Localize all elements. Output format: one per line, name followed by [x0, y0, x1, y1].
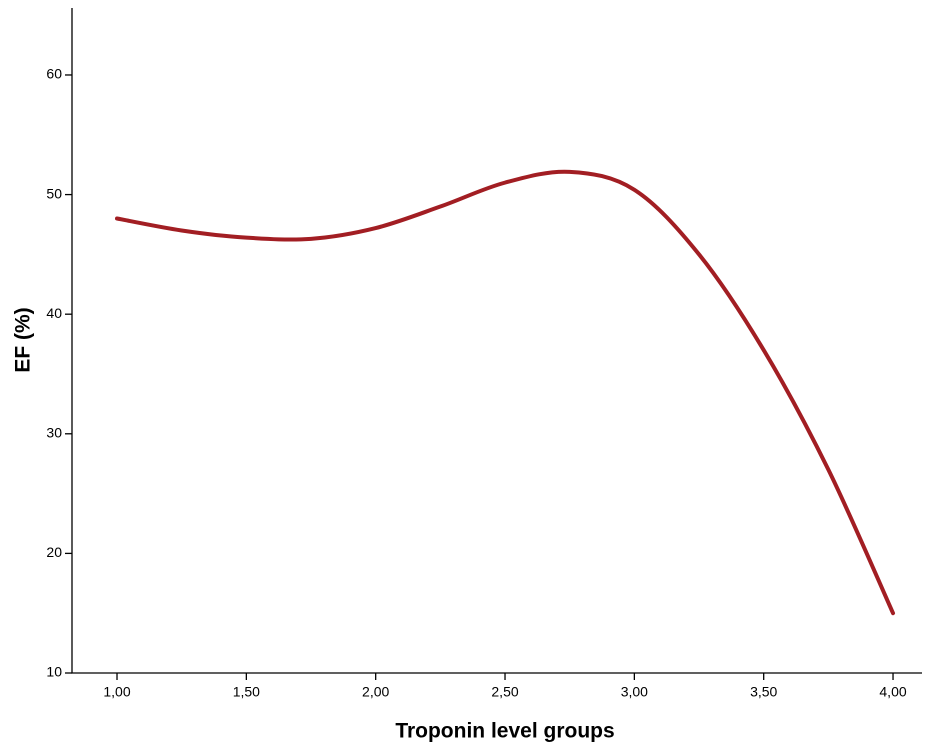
- y-tick-label: 50: [46, 185, 62, 201]
- x-tick-label: 2,50: [491, 684, 518, 700]
- x-tick-label: 3,00: [621, 684, 648, 700]
- x-axis-title: Troponin level groups: [395, 720, 614, 743]
- y-tick-label: 30: [46, 424, 62, 440]
- plot-frame: [71, 8, 922, 674]
- x-tick-label: 3,50: [750, 684, 777, 700]
- x-tick-label: 2,00: [362, 684, 389, 700]
- y-tick-label: 10: [46, 664, 62, 680]
- y-axis-title: EF (%): [12, 307, 35, 372]
- y-tick-label: 20: [46, 544, 62, 560]
- x-tick-label: 4,00: [879, 684, 906, 700]
- x-tick-label: 1,50: [233, 684, 260, 700]
- data-line: [115, 169, 896, 616]
- y-tick-label: 40: [46, 305, 62, 321]
- x-tick-label: 1,00: [103, 684, 130, 700]
- y-tick-label: 60: [46, 66, 62, 82]
